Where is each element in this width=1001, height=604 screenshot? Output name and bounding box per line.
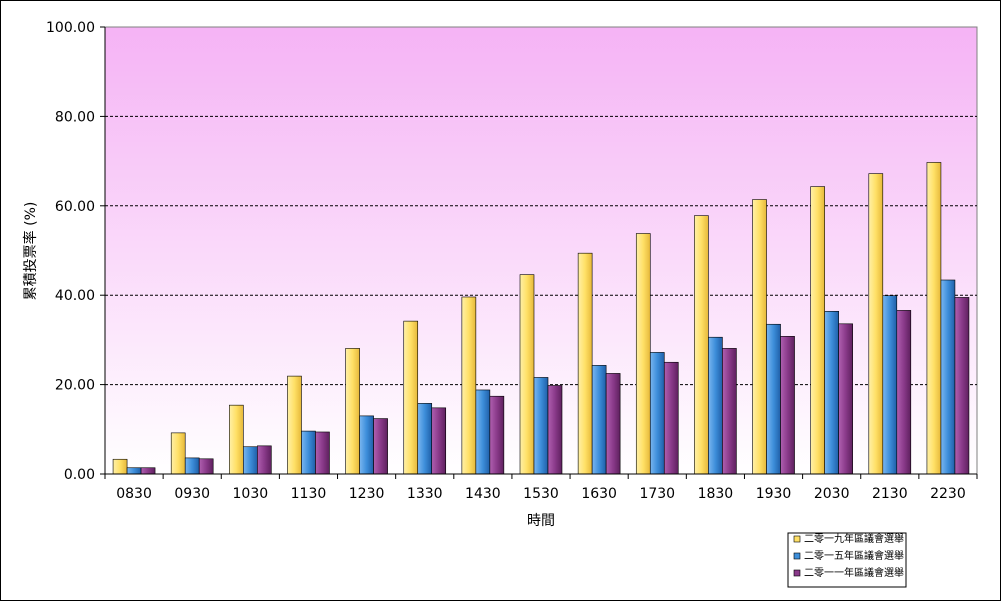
bar-1330-series-2 xyxy=(417,403,433,475)
bar-1230-series-3 xyxy=(373,418,388,475)
bar-1930-series-3 xyxy=(780,336,795,475)
x-tick-label: 1130 xyxy=(291,486,327,502)
bar-1430-series-1 xyxy=(461,296,477,475)
legend-label-3: 二零一一年區議會選舉 xyxy=(804,566,904,579)
x-tick-label: 1030 xyxy=(233,486,269,502)
bar-1530-series-2 xyxy=(533,377,549,475)
bar-0830-series-1 xyxy=(112,458,128,475)
x-tick-label: 0830 xyxy=(116,486,152,502)
legend-label-1: 二零一九年區議會選舉 xyxy=(804,532,904,545)
x-tick-label: 2030 xyxy=(814,486,850,502)
x-axis-title: 時間 xyxy=(527,513,555,529)
y-tick-label: 100.00 xyxy=(46,20,95,36)
bar-1530-series-3 xyxy=(547,385,563,475)
bar-1130-series-3 xyxy=(315,431,330,475)
x-tick-label: 1930 xyxy=(756,486,792,502)
y-tick-label: 20.00 xyxy=(55,378,95,394)
bar-1030-series-1 xyxy=(229,404,244,475)
bar-1930-series-2 xyxy=(766,323,781,475)
bar-1630-series-1 xyxy=(577,252,593,475)
x-tick-label: 1530 xyxy=(523,486,559,502)
bar-2030-series-2 xyxy=(824,310,839,475)
y-tick-label: 0.00 xyxy=(64,467,95,483)
bar-1830-series-1 xyxy=(694,215,709,475)
bar-1130-series-1 xyxy=(287,375,302,475)
bar-0830-series-2 xyxy=(126,467,142,475)
y-tick-label: 60.00 xyxy=(55,199,95,215)
bar-2230-series-3 xyxy=(954,297,970,475)
x-tick-label: 1330 xyxy=(407,486,443,502)
bar-0930-series-3 xyxy=(198,458,214,475)
bar-1430-series-2 xyxy=(475,389,491,475)
bar-1030-series-2 xyxy=(243,446,258,475)
bar-1230-series-2 xyxy=(359,415,374,475)
bar-1930-series-1 xyxy=(752,199,767,475)
y-tick-label: 80.00 xyxy=(55,109,95,125)
legend-swatch-3 xyxy=(793,569,801,577)
bars-layer xyxy=(112,162,970,475)
x-tick-labels: 0830 0930 1030 1130 1230 1330 1430 1530 1630 1730… xyxy=(116,486,966,502)
axes-layer xyxy=(100,26,978,479)
bar-1330-series-3 xyxy=(431,407,447,475)
bar-1730-series-2 xyxy=(649,352,665,475)
bar-1130-series-2 xyxy=(301,430,316,475)
bar-2030-series-3 xyxy=(838,323,853,475)
legend-box xyxy=(787,532,907,588)
x-tick-label: 1230 xyxy=(349,486,385,502)
x-tick-label: 2230 xyxy=(930,486,966,502)
x-tick-label: 0930 xyxy=(174,486,210,502)
bar-1730-series-1 xyxy=(635,233,651,475)
bar-1830-series-2 xyxy=(708,336,723,475)
legend-swatch-2 xyxy=(793,552,801,560)
bar-2230-series-2 xyxy=(940,279,956,475)
x-tick-label: 2130 xyxy=(872,486,908,502)
x-tick-label: 1730 xyxy=(639,486,675,502)
bar-1030-series-3 xyxy=(257,445,272,475)
bar-0830-series-3 xyxy=(140,467,156,475)
bar-0930-series-2 xyxy=(184,457,200,475)
bar-2130-series-3 xyxy=(896,310,912,475)
bar-1830-series-3 xyxy=(722,348,737,475)
legend-swatch-1 xyxy=(793,535,801,543)
bar-1730-series-3 xyxy=(663,361,679,475)
x-tick-label: 1830 xyxy=(698,486,734,502)
bar-2130-series-2 xyxy=(882,295,898,475)
y-tick-labels: 0.00 20.00 40.00 60.00 80.00 100.00 xyxy=(46,20,95,483)
bar-1330-series-1 xyxy=(403,320,419,475)
bar-2230-series-1 xyxy=(926,162,942,475)
y-tick-label: 40.00 xyxy=(55,288,95,304)
bar-0930-series-1 xyxy=(170,432,186,475)
x-tick-label: 1630 xyxy=(581,486,617,502)
x-tick-label: 1430 xyxy=(465,486,501,502)
bar-1530-series-1 xyxy=(519,274,535,475)
bar-1630-series-2 xyxy=(591,365,607,475)
bar-2130-series-1 xyxy=(868,173,884,475)
bar-1430-series-3 xyxy=(489,395,505,475)
bar-2030-series-1 xyxy=(810,186,825,475)
bar-1230-series-1 xyxy=(345,348,360,475)
bar-1630-series-3 xyxy=(605,373,621,475)
y-axis-title: 累積投票率 (%) xyxy=(22,202,39,301)
legend-label-2: 二零一五年區議會選舉 xyxy=(804,549,904,562)
